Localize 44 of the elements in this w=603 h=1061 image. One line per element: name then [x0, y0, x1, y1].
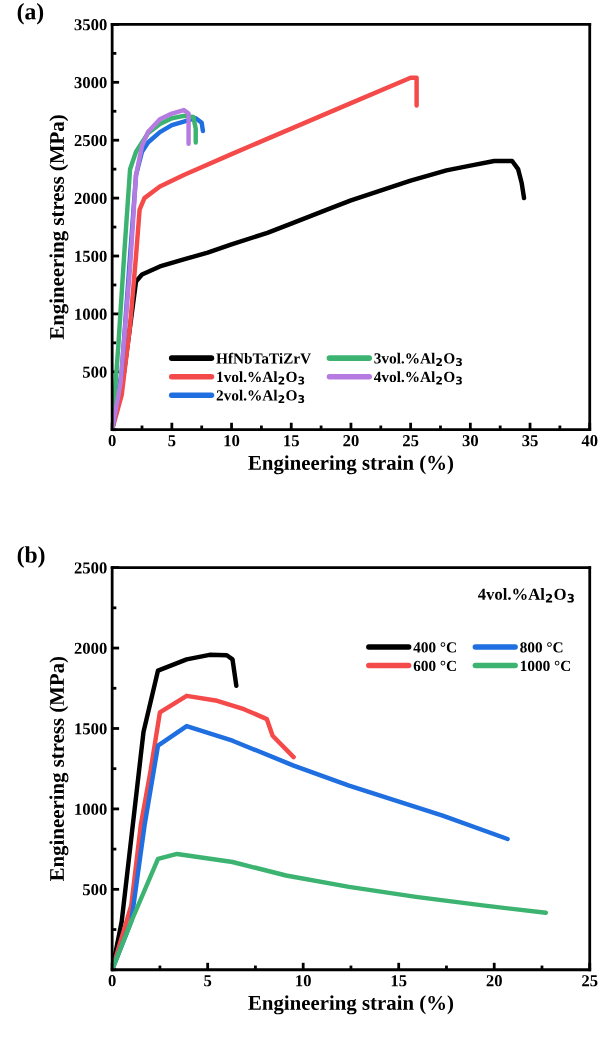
legend-label: 400 °C — [413, 642, 456, 653]
x-tick-label: 25 — [582, 975, 598, 987]
x-tick-label: 30 — [462, 435, 479, 447]
legend-label: 2vol.%Al$_{2}$O$_{3}$ — [216, 389, 305, 404]
y-tick-label: 2500 — [74, 562, 107, 574]
x-tick-label: 20 — [486, 975, 502, 987]
y-tick-label: 500 — [82, 884, 107, 896]
x-tick-label: 35 — [522, 435, 538, 447]
x-tick-label: 10 — [224, 435, 240, 447]
x-tick-label: 10 — [296, 975, 311, 987]
x-axis-title: Engineering strain (%) — [248, 995, 454, 1015]
y-tick-label: 3000 — [74, 77, 107, 89]
line-series — [112, 851, 549, 970]
legend-label: 3vol.%Al$_{2}$O$_{3}$ — [374, 352, 462, 367]
annotation: 4vol.%Al$_{2}$O$_{3}$ — [477, 588, 574, 603]
x-tick-label: 20 — [343, 435, 359, 447]
x-tick-label: 0 — [108, 435, 116, 447]
legend-label: 800 °C — [520, 642, 563, 653]
x-tick-label: 15 — [391, 975, 407, 987]
y-tick-label: 3500 — [74, 19, 107, 31]
y-tick-label: 1500 — [75, 250, 107, 262]
x-tick-label: 5 — [204, 975, 212, 987]
legend-label: 1000 °C — [520, 660, 571, 672]
x-tick-label: 25 — [403, 435, 419, 447]
y-tick-label: 2000 — [74, 642, 107, 655]
x-tick-label: 0 — [108, 975, 116, 987]
x-tick-label: 15 — [284, 435, 299, 447]
x-tick-label: 40 — [581, 435, 598, 447]
y-tick-label: 2500 — [74, 134, 107, 147]
legend-label: 600 °C — [413, 660, 456, 672]
y-tick-label: 2000 — [74, 192, 107, 205]
legend-label: 1vol.%Al$_{2}$O$_{3}$ — [217, 371, 305, 385]
y-tick-label: 1500 — [75, 723, 107, 735]
x-axis-title: Engineering strain (%) — [248, 455, 454, 475]
y-tick-label: 1000 — [75, 803, 107, 815]
legend-label: HfNbTaTiZrV — [216, 352, 311, 364]
x-tick-label: 5 — [168, 435, 176, 447]
legend-label: 4vol.%Al$_{2}$O$_{3}$ — [373, 371, 462, 385]
y-tick-label: 1000 — [75, 308, 107, 320]
chart-title: (a) — [17, 2, 44, 25]
y-axis-title: Engineering stress (MPa) — [49, 656, 69, 881]
y-tick-label: 500 — [82, 366, 107, 378]
chart-title: (b) — [17, 546, 45, 568]
y-axis-title: Engineering stress (MPa) — [49, 115, 69, 340]
